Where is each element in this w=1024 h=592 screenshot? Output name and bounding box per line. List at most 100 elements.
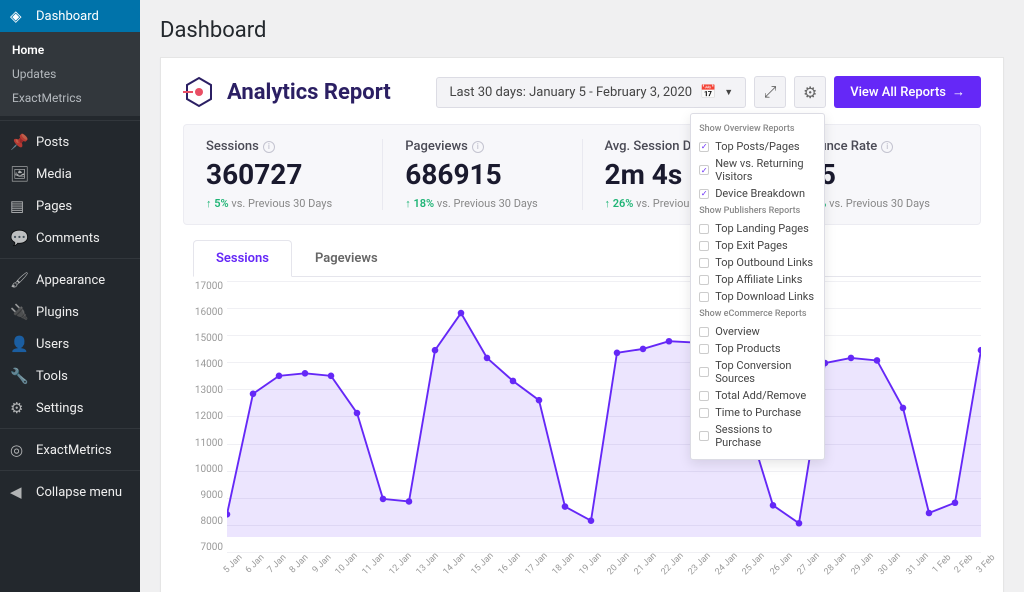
sidebar-item-label: Pages bbox=[36, 199, 72, 214]
dropdown-item-device-breakdown[interactable]: Device Breakdown bbox=[699, 185, 816, 202]
chart-point[interactable] bbox=[458, 310, 465, 317]
dropdown-item-top-conversion-sources[interactable]: Top Conversion Sources bbox=[699, 357, 816, 387]
chart-point[interactable] bbox=[536, 397, 543, 404]
chart-point[interactable] bbox=[952, 499, 959, 506]
chart-point[interactable] bbox=[874, 357, 881, 364]
chart-point[interactable] bbox=[380, 496, 387, 503]
chart-point[interactable] bbox=[614, 349, 621, 356]
dropdown-item-label: Top Posts/Pages bbox=[715, 140, 799, 153]
stat-change: ↑ 18% vs. Previous 30 Days bbox=[405, 197, 559, 210]
settings-dropdown-button[interactable]: ⚙ Show Overview ReportsTop Posts/PagesNe… bbox=[794, 76, 826, 108]
dropdown-item-label: Time to Purchase bbox=[715, 406, 801, 419]
dropdown-item-total-add-remove[interactable]: Total Add/Remove bbox=[699, 387, 816, 404]
dropdown-section-header: Show eCommerce Reports bbox=[699, 309, 816, 319]
chart-point[interactable] bbox=[406, 498, 413, 505]
dropdown-item-top-affiliate-links[interactable]: Top Affiliate Links bbox=[699, 271, 816, 288]
sidebar-item-label: Comments bbox=[36, 231, 100, 246]
pages-icon: ▤ bbox=[10, 197, 28, 215]
y-axis-label: 12000 bbox=[183, 411, 223, 422]
plugins-icon: 🔌 bbox=[10, 303, 28, 321]
dropdown-item-top-products[interactable]: Top Products bbox=[699, 340, 816, 357]
checkbox-icon bbox=[699, 327, 709, 337]
chart-point[interactable] bbox=[796, 520, 803, 527]
y-axis-label: 16000 bbox=[183, 307, 223, 318]
chart-point[interactable] bbox=[588, 517, 595, 524]
dropdown-item-top-outbound-links[interactable]: Top Outbound Links bbox=[699, 254, 816, 271]
exactmetrics-icon: ◎ bbox=[10, 441, 28, 459]
tab-sessions[interactable]: Sessions bbox=[193, 240, 292, 277]
checkbox-icon bbox=[699, 224, 709, 234]
chart-point[interactable] bbox=[926, 510, 933, 517]
chart-point[interactable] bbox=[276, 373, 283, 380]
dropdown-section-header: Show Publishers Reports bbox=[699, 206, 816, 216]
view-all-reports-button[interactable]: View All Reports → bbox=[834, 76, 981, 108]
sidebar-item-appearance[interactable]: 🖌 Appearance bbox=[0, 264, 140, 296]
dropdown-item-top-exit-pages[interactable]: Top Exit Pages bbox=[699, 237, 816, 254]
chart-point[interactable] bbox=[432, 347, 439, 354]
sidebar-subitem-home[interactable]: Home bbox=[0, 38, 140, 62]
checkbox-icon bbox=[699, 241, 709, 251]
checkbox-icon bbox=[699, 431, 709, 441]
stat-change: ↑ 5% vs. Previous 30 Days bbox=[206, 197, 360, 210]
sidebar-submenu: HomeUpdatesExactMetrics bbox=[0, 32, 140, 116]
sidebar-item-settings[interactable]: ⚙Settings bbox=[0, 392, 140, 424]
sidebar-item-tools[interactable]: 🔧Tools bbox=[0, 360, 140, 392]
chart-point[interactable] bbox=[328, 373, 335, 380]
chart-point[interactable] bbox=[770, 502, 777, 509]
dropdown-item-top-download-links[interactable]: Top Download Links bbox=[699, 288, 816, 305]
sidebar-item-users[interactable]: 👤Users bbox=[0, 328, 140, 360]
dropdown-item-sessions-to-purchase[interactable]: Sessions to Purchase bbox=[699, 421, 816, 451]
expand-button[interactable]: ⤢ bbox=[754, 76, 786, 108]
dropdown-item-top-landing-pages[interactable]: Top Landing Pages bbox=[699, 220, 816, 237]
info-icon[interactable]: i bbox=[263, 141, 275, 153]
sidebar-item-plugins[interactable]: 🔌Plugins bbox=[0, 296, 140, 328]
media-icon: 🖼 bbox=[10, 165, 28, 183]
chart-point[interactable] bbox=[848, 355, 855, 362]
dropdown-item-overview[interactable]: Overview bbox=[699, 323, 816, 340]
sidebar-item-pages[interactable]: ▤ Pages bbox=[0, 190, 140, 222]
chart-point[interactable] bbox=[302, 370, 309, 377]
dropdown-item-time-to-purchase[interactable]: Time to Purchase bbox=[699, 404, 816, 421]
view-all-label: View All Reports bbox=[850, 85, 946, 100]
sidebar-item-label: Users bbox=[36, 337, 69, 352]
chart-point[interactable] bbox=[666, 338, 673, 345]
dropdown-item-new-vs-returning-visitors[interactable]: New vs. Returning Visitors bbox=[699, 155, 816, 185]
dropdown-item-label: Device Breakdown bbox=[715, 187, 805, 200]
chart-point[interactable] bbox=[250, 390, 257, 397]
appearance-icon: 🖌 bbox=[10, 271, 28, 289]
chart-point[interactable] bbox=[484, 355, 491, 362]
sidebar-item-comments[interactable]: 💬Comments bbox=[0, 222, 140, 254]
sidebar-item-label: ExactMetrics bbox=[36, 443, 112, 458]
info-icon[interactable]: i bbox=[472, 141, 484, 153]
sidebar-item-media[interactable]: 🖼 Media bbox=[0, 158, 140, 190]
chart-point[interactable] bbox=[900, 405, 907, 412]
chart-point[interactable] bbox=[978, 347, 981, 354]
dropdown-item-label: Top Conversion Sources bbox=[715, 359, 816, 385]
sidebar-subitem-exactmetrics[interactable]: ExactMetrics bbox=[0, 86, 140, 110]
date-range-picker[interactable]: Last 30 days: January 5 - February 3, 20… bbox=[436, 77, 746, 108]
checkbox-icon bbox=[699, 275, 709, 285]
sidebar-item-dashboard[interactable]: ◈ Dashboard bbox=[0, 0, 140, 32]
sidebar-item-label: Appearance bbox=[36, 273, 105, 288]
sidebar-item-label: Posts bbox=[36, 135, 69, 150]
chart-point[interactable] bbox=[562, 503, 569, 510]
info-icon[interactable]: i bbox=[881, 141, 893, 153]
stat-label: Bounce Rate i bbox=[804, 139, 958, 154]
checkbox-icon bbox=[699, 391, 709, 401]
page-title: Dashboard bbox=[160, 0, 1004, 57]
chart-point[interactable] bbox=[354, 410, 361, 417]
stat-pageviews: Pageviews i686915↑ 18% vs. Previous 30 D… bbox=[383, 139, 582, 210]
dropdown-item-top-posts-pages[interactable]: Top Posts/Pages bbox=[699, 138, 816, 155]
checkbox-icon bbox=[699, 165, 709, 175]
sidebar-item-label: Media bbox=[36, 167, 72, 182]
chart-tabs: SessionsPageviews bbox=[193, 239, 981, 277]
calendar-icon: 📅 bbox=[700, 85, 716, 100]
chart-point[interactable] bbox=[510, 378, 517, 385]
tab-pageviews[interactable]: Pageviews bbox=[292, 240, 401, 277]
sidebar-item-exactmetrics[interactable]: ◎ ExactMetrics bbox=[0, 434, 140, 466]
chart-point[interactable] bbox=[640, 346, 647, 353]
sidebar-item-collapse-menu[interactable]: ◀Collapse menu bbox=[0, 476, 140, 508]
sidebar-item-posts[interactable]: 📌Posts bbox=[0, 126, 140, 158]
sidebar-subitem-updates[interactable]: Updates bbox=[0, 62, 140, 86]
stat-value: 686915 bbox=[405, 158, 559, 191]
